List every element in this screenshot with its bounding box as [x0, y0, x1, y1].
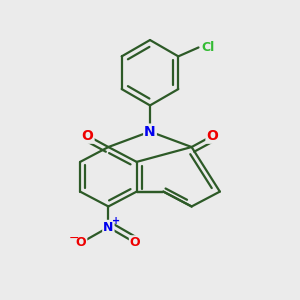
Text: Cl: Cl [201, 41, 214, 54]
Text: −: − [68, 232, 79, 245]
Text: +: + [112, 216, 120, 226]
Text: O: O [130, 236, 140, 249]
Text: O: O [82, 129, 94, 143]
Text: O: O [206, 129, 218, 143]
Text: N: N [103, 221, 114, 234]
Text: O: O [76, 236, 86, 249]
Text: N: N [144, 124, 156, 139]
